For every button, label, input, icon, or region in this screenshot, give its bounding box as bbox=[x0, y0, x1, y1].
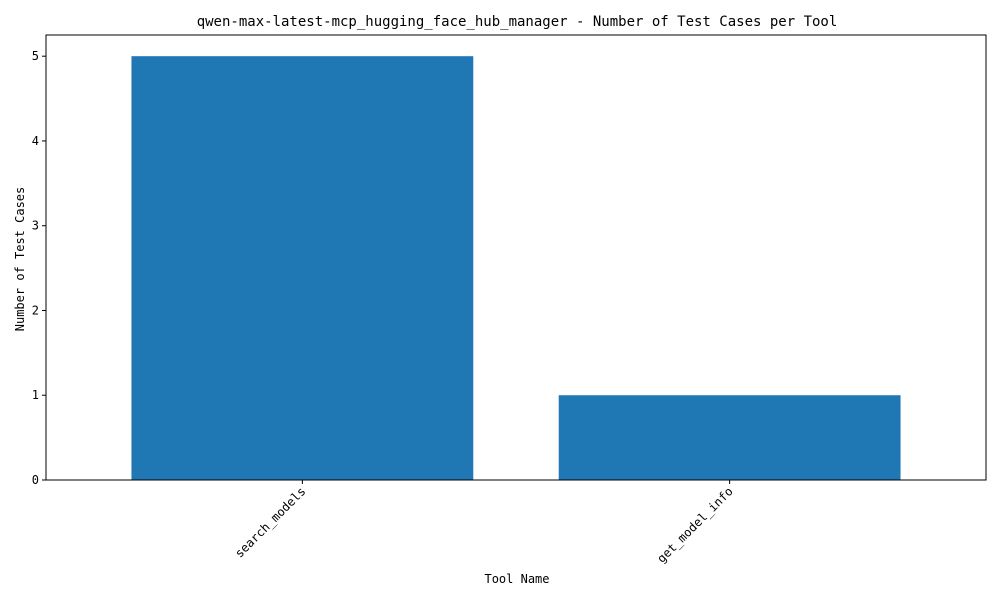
x-axis-ticks: search_models get_model_info bbox=[232, 480, 736, 566]
bar-search-models bbox=[131, 56, 474, 480]
y-tick-label: 5 bbox=[32, 49, 39, 63]
plot-area-frame bbox=[45, 34, 987, 481]
x-tick-label: search_models bbox=[232, 484, 308, 560]
y-tick-label: 0 bbox=[32, 473, 39, 487]
chart-title: qwen-max-latest-mcp_hugging_face_hub_man… bbox=[197, 14, 838, 30]
x-tick-label: get_model_info bbox=[654, 484, 735, 565]
y-tick-label: 4 bbox=[32, 134, 39, 148]
bar-get-model-info bbox=[558, 395, 901, 480]
x-axis-label: Tool Name bbox=[484, 572, 549, 586]
y-tick-label: 2 bbox=[32, 303, 39, 317]
bars-group bbox=[131, 56, 901, 480]
y-axis-label: Number of Test Cases bbox=[13, 187, 27, 332]
y-tick-label: 1 bbox=[32, 388, 39, 402]
y-axis-ticks: 0 1 2 3 4 5 bbox=[32, 49, 46, 487]
y-tick-label: 3 bbox=[32, 219, 39, 233]
